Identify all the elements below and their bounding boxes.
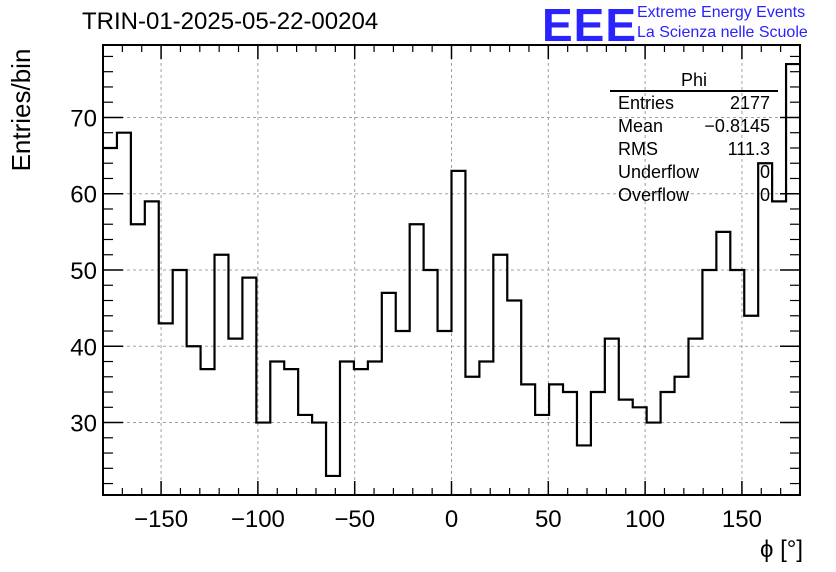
histogram-line	[103, 62, 800, 478]
stats-label: Overflow	[618, 185, 690, 205]
stats-row: Mean −0.8145	[610, 115, 778, 138]
stats-label: Underflow	[618, 162, 700, 182]
x-tick-label: 100	[625, 506, 665, 533]
y-axis-label: Entries/bin	[6, 49, 36, 172]
x-tick-label: 0	[445, 506, 458, 533]
x-tick-label: 150	[722, 506, 762, 533]
stats-value: 2177	[729, 93, 770, 113]
logo-caption: Extreme Energy Events La Scienza nelle S…	[637, 3, 808, 43]
tick-labels: −150 −100 −50 0 50 100 150 30 40 50 60 70	[70, 105, 762, 533]
x-tick-label: −50	[334, 506, 375, 533]
chart-title: TRIN-01-2025-05-22-00204	[82, 8, 379, 35]
stats-value: −0.8145	[704, 116, 770, 136]
stats-row: RMS 111.3	[610, 138, 778, 161]
eee-logo: EEE	[542, 0, 638, 51]
x-tick-label: 50	[535, 506, 562, 533]
x-axis-label: ϕ [°]	[760, 536, 803, 563]
stats-row: Overflow 0	[610, 184, 778, 207]
stats-row: Underflow 0	[610, 161, 778, 184]
stats-value: 111.3	[727, 139, 770, 159]
stats-label: Entries	[618, 93, 675, 113]
axis-ticks	[102, 45, 801, 495]
stats-label: Mean	[618, 116, 664, 136]
y-tick-label: 60	[70, 182, 97, 209]
y-tick-label: 50	[70, 258, 97, 285]
stats-value: 0	[759, 185, 770, 205]
y-tick-label: 70	[70, 105, 97, 132]
stats-label: RMS	[618, 139, 658, 159]
logo-line-1: Extreme Energy Events	[637, 4, 806, 21]
logo-line-2: La Scienza nelle Scuole	[637, 24, 808, 41]
x-tick-label: −150	[134, 506, 188, 533]
stats-value: 0	[759, 162, 770, 182]
stats-name: Phi	[610, 70, 778, 92]
y-tick-label: 40	[70, 334, 97, 361]
x-tick-label: −100	[231, 506, 285, 533]
stats-row: Entries 2177	[610, 92, 778, 115]
stats-box: Phi Entries 2177 Mean −0.8145 RMS 111.3 …	[610, 70, 778, 207]
y-tick-label: 30	[70, 411, 97, 438]
